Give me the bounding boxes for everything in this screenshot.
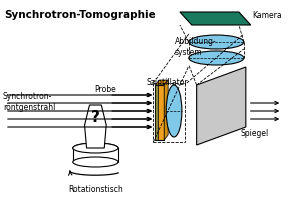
Bar	[155, 85, 158, 140]
Ellipse shape	[189, 35, 244, 49]
Ellipse shape	[73, 157, 118, 167]
Polygon shape	[85, 105, 106, 148]
Text: Kamera: Kamera	[253, 12, 282, 20]
Text: Rotationstisch: Rotationstisch	[68, 185, 123, 194]
Bar	[73, 148, 118, 162]
Ellipse shape	[166, 85, 182, 137]
Ellipse shape	[73, 143, 118, 153]
Polygon shape	[180, 12, 251, 25]
Text: ?: ?	[91, 110, 100, 126]
Text: Szintillator: Szintillator	[147, 78, 188, 87]
Text: Spiegel: Spiegel	[241, 129, 269, 138]
Text: Probe: Probe	[94, 85, 116, 94]
Polygon shape	[164, 80, 168, 140]
Polygon shape	[197, 67, 246, 145]
Ellipse shape	[73, 143, 118, 153]
Polygon shape	[155, 80, 168, 85]
Ellipse shape	[189, 51, 244, 65]
Text: Synchrotron-Tomographie: Synchrotron-Tomographie	[4, 10, 156, 20]
Bar	[155, 85, 164, 140]
Text: Synchrotron-
röntgenstrahl: Synchrotron- röntgenstrahl	[3, 92, 55, 112]
Text: Abbildung-
system: Abbildung- system	[175, 37, 217, 57]
